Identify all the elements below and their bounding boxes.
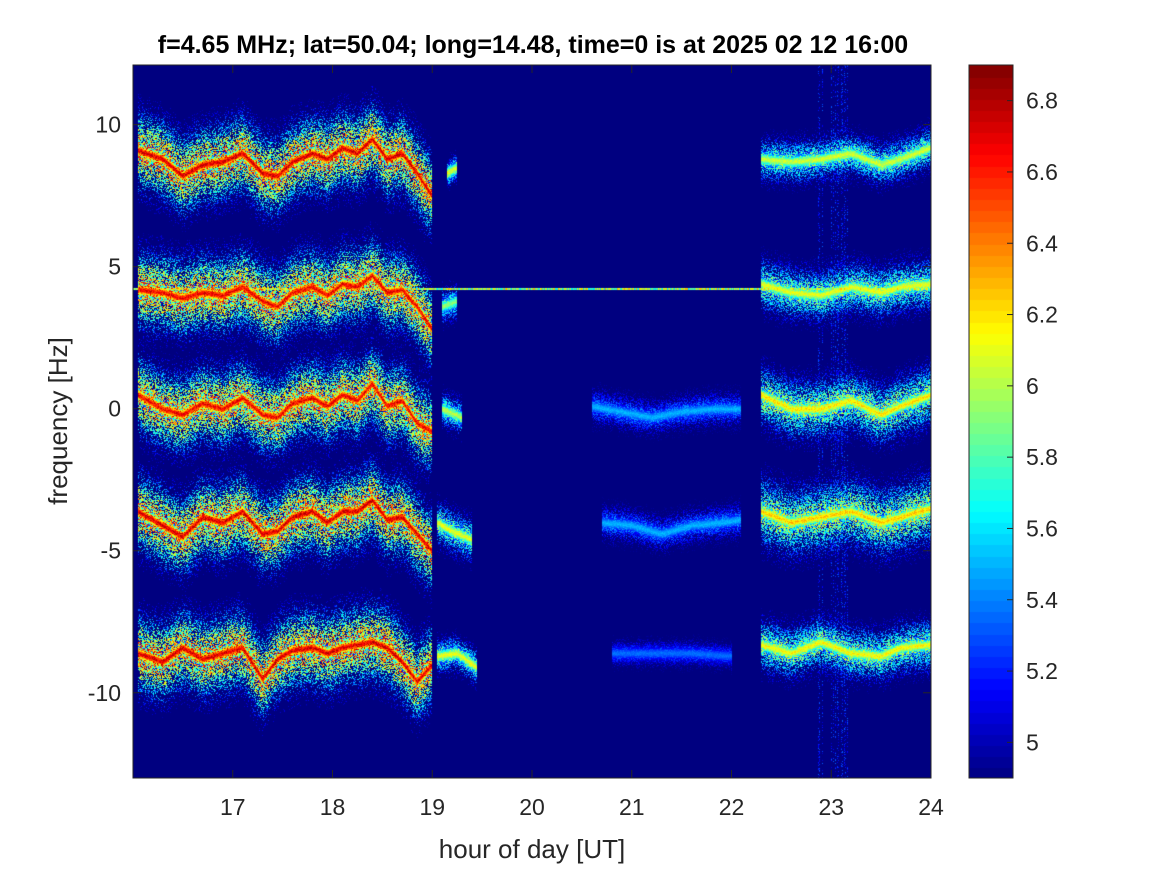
colorbar-tick-label: 6.2 [1026,302,1058,328]
heatmap-area [133,65,931,778]
x-tick-label: 20 [519,794,545,820]
colorbar-canvas [969,65,1013,778]
x-tick-label: 18 [320,794,346,820]
x-tick-label: 22 [719,794,745,820]
y-axis: 10 5 0 -5 -10 [88,112,931,706]
y-axis-label: frequency [Hz] [43,337,73,505]
colorbar-tick-label: 6.6 [1026,159,1058,185]
y-tick-label: -5 [101,538,121,564]
colorbar-ticks: 6.8 6.6 6.4 6.2 6 5.8 5.6 5.4 5.2 5 [1007,88,1058,755]
colorbar-tick-label: 6.4 [1026,230,1058,256]
y-tick-label: -10 [88,680,121,706]
x-axis-label: hour of day [UT] [439,834,625,864]
colorbar-tick-label: 5.2 [1026,658,1058,684]
colorbar-gradient [969,65,1013,778]
colorbar-tick-label: 6 [1026,373,1039,399]
heatmap-canvas [133,65,931,778]
colorbar-frame [968,64,1014,779]
plot-axes: 17 18 19 20 21 22 23 24 10 5 0 -5 -10 [88,64,944,820]
x-tick-label: 21 [619,794,645,820]
colorbar-tick-label: 6.8 [1026,88,1058,114]
colorbar: 6.8 6.6 6.4 6.2 6 5.8 5.6 5.4 5.2 5 [968,64,1058,779]
colorbar-tick-label: 5 [1026,729,1039,755]
x-tick-label: 19 [419,794,445,820]
y-tick-label: 10 [95,112,121,138]
colorbar-tick-label: 5.6 [1026,515,1058,541]
x-tick-label: 24 [918,794,944,820]
y-tick-label: 5 [108,254,121,280]
x-tick-label: 17 [220,794,246,820]
y-tick-label: 0 [108,396,121,422]
x-tick-label: 23 [818,794,844,820]
chart-title: f=4.65 MHz; lat=50.04; long=14.48, time=… [158,31,908,59]
colorbar-tick-label: 5.8 [1026,444,1058,470]
colorbar-tick-label: 5.4 [1026,587,1058,613]
x-axis: 17 18 19 20 21 22 23 24 [220,65,944,820]
